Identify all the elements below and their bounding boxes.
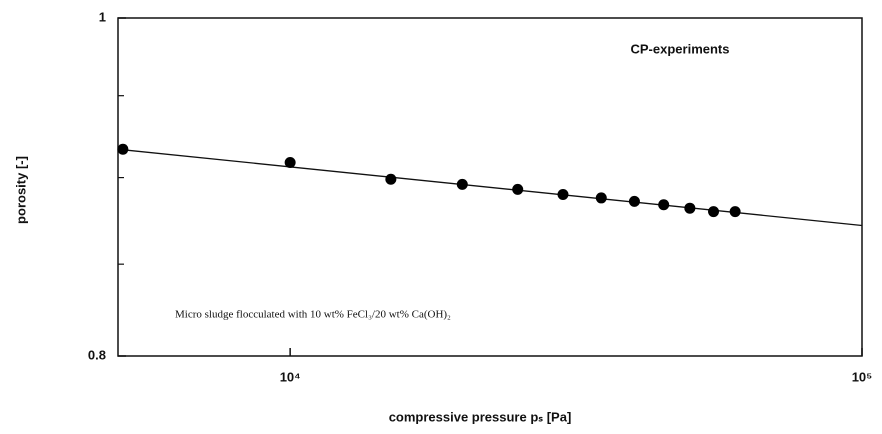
annotation: Micro sludge flocculated with 10 wt% FeC… <box>175 309 451 321</box>
x-tick-label: 10⁴ <box>280 369 301 384</box>
y-tick-label: 1 <box>99 9 106 24</box>
data-point <box>284 157 296 169</box>
data-point <box>628 195 640 207</box>
data-point <box>658 199 670 211</box>
y-axis-label: porosity [-] <box>13 156 28 224</box>
data-point <box>595 192 607 204</box>
data-point <box>729 206 741 218</box>
y-tick-label: 0.8 <box>88 347 106 362</box>
x-axis-label: compressive pressure pₛ [Pa] <box>389 409 572 424</box>
annotation: CP-experiments <box>631 41 730 56</box>
data-point <box>385 173 397 185</box>
data-point <box>117 143 129 155</box>
data-point <box>708 206 720 218</box>
plot-frame <box>117 17 863 357</box>
fit-line <box>117 148 863 227</box>
x-tick-label: 10⁵ <box>852 369 873 384</box>
data-point <box>557 189 569 201</box>
data-point <box>684 202 696 214</box>
data-point <box>456 178 468 190</box>
data-point <box>512 183 524 195</box>
